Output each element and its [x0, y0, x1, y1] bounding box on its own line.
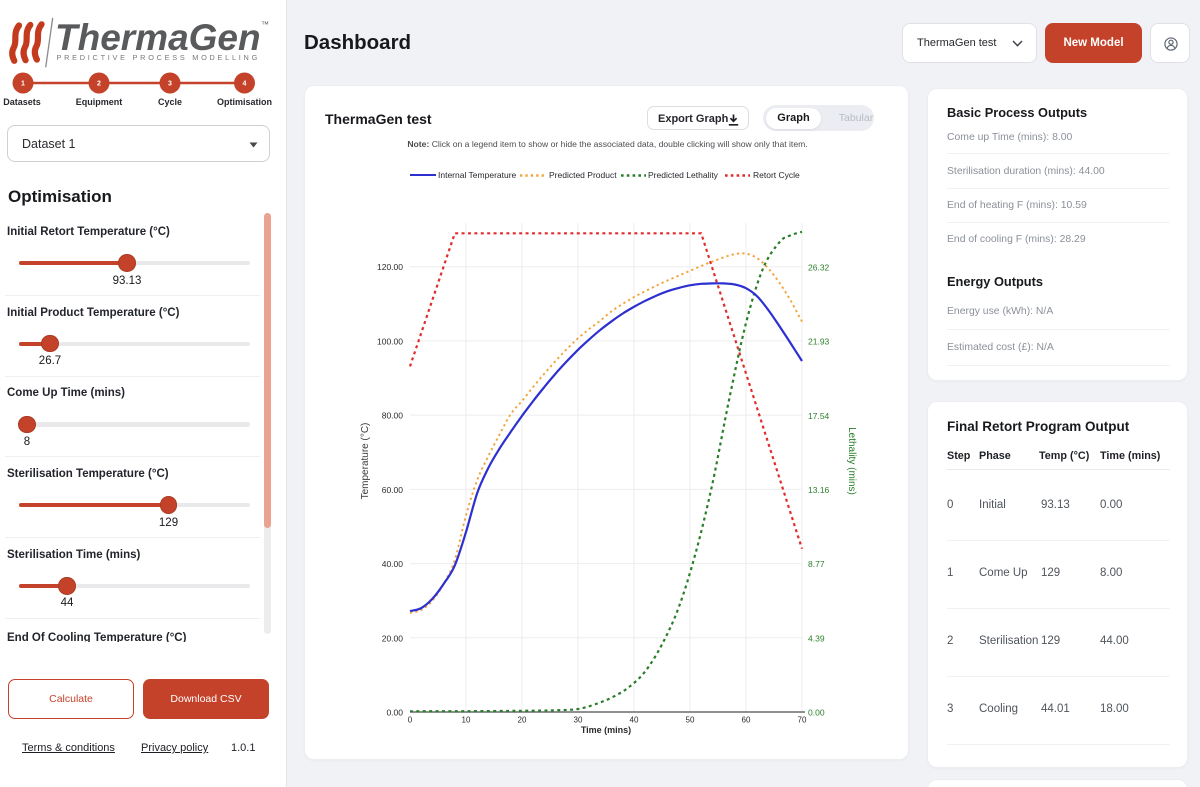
svg-text:Time (mins): Time (mins) [581, 725, 631, 735]
svg-text:80.00: 80.00 [382, 411, 404, 421]
svg-text:20: 20 [518, 716, 527, 725]
svg-text:Optimisation: Optimisation [217, 97, 272, 107]
svg-text:Equipment: Equipment [76, 97, 123, 107]
svg-text:8.77: 8.77 [808, 559, 825, 569]
svg-text:ThermaGen: ThermaGen [55, 17, 261, 58]
svg-text:0.00: 0.00 [808, 708, 825, 718]
svg-text:26.32: 26.32 [808, 263, 830, 273]
svg-text:100.00: 100.00 [377, 336, 403, 346]
svg-text:60: 60 [742, 716, 751, 725]
svg-text:2: 2 [97, 81, 101, 88]
svg-text:Datasets: Datasets [3, 97, 41, 107]
svg-text:Lethality (mins): Lethality (mins) [846, 427, 857, 495]
svg-text:13.16: 13.16 [808, 485, 830, 495]
svg-text:Temperature (°C): Temperature (°C) [360, 423, 371, 500]
svg-text:3: 3 [168, 81, 172, 88]
svg-text:0.00: 0.00 [386, 708, 403, 718]
svg-text:120.00: 120.00 [377, 262, 403, 272]
svg-text:60.00: 60.00 [382, 485, 404, 495]
svg-text:30: 30 [574, 716, 583, 725]
svg-text:1: 1 [21, 81, 25, 88]
svg-text:21.93: 21.93 [808, 337, 830, 347]
svg-text:4.39: 4.39 [808, 633, 825, 643]
svg-text:20.00: 20.00 [382, 633, 404, 643]
svg-text:40.00: 40.00 [382, 559, 404, 569]
svg-text:0: 0 [408, 716, 413, 725]
svg-text:™: ™ [261, 20, 269, 29]
svg-text:4: 4 [243, 81, 247, 88]
svg-text:70: 70 [798, 716, 807, 725]
svg-text:Cycle: Cycle [158, 97, 182, 107]
svg-text:PREDICTIVE PROCESS MODELLING: PREDICTIVE PROCESS MODELLING [57, 53, 261, 62]
svg-text:40: 40 [630, 716, 639, 725]
svg-text:50: 50 [686, 716, 695, 725]
svg-text:17.54: 17.54 [808, 411, 830, 421]
svg-text:10: 10 [462, 716, 471, 725]
